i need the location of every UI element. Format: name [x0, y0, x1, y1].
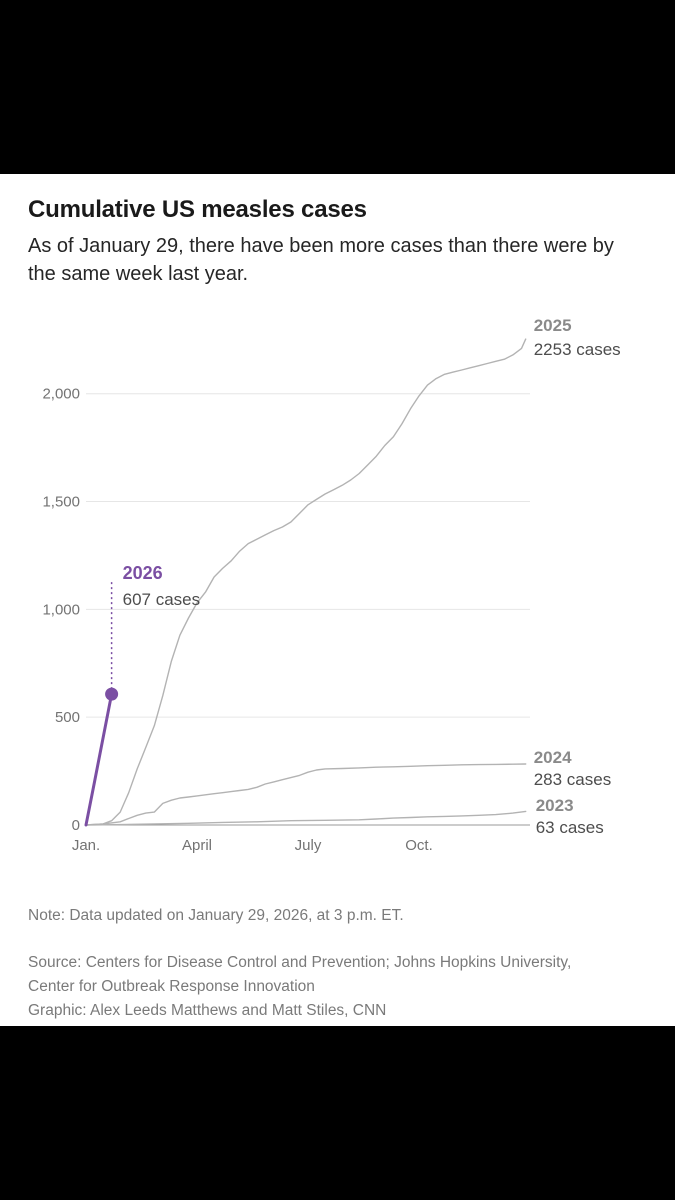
x-tick-label: April	[182, 837, 212, 854]
x-tick-label: Jan.	[72, 837, 100, 854]
series-cases-2024: 283 cases	[534, 770, 612, 789]
series-cases-2025: 2253 cases	[534, 340, 621, 359]
series-cases-2026: 607 cases	[123, 590, 201, 609]
endpoint-marker-2026	[105, 687, 119, 701]
y-tick-label: 500	[55, 709, 80, 726]
graphic-credit: Graphic: Alex Leeds Matthews and Matt St…	[28, 1002, 387, 1019]
series-line-2025	[85, 338, 527, 826]
chart-title: Cumulative US measles cases	[28, 196, 367, 223]
y-tick-label: 1,000	[42, 601, 80, 618]
series-line-2023	[85, 810, 527, 826]
x-tick-label: July	[295, 837, 322, 854]
x-tick-label: Oct.	[405, 837, 433, 854]
source-credits: Source: Centers for Disease Control and …	[28, 951, 658, 1023]
series-label-2023: 2023	[536, 796, 574, 815]
series-label-2026: 2026	[123, 563, 163, 583]
y-tick-label: 2,000	[42, 386, 80, 403]
source-line-1: Source: Centers for Disease Control and …	[28, 954, 572, 971]
y-tick-label: 1,500	[42, 494, 80, 511]
series-line-2026	[84, 692, 114, 827]
footnote: Note: Data updated on January 29, 2026, …	[28, 907, 404, 924]
y-tick-label: 0	[72, 817, 80, 834]
series-label-2025: 2025	[534, 316, 572, 335]
series-label-2024: 2024	[534, 748, 572, 767]
line-chart: 0 500 1,000 1,500 2,000 Jan. April July Oct. 2025…	[42, 316, 621, 854]
chart-subtitle: As of January 29, there have been more c…	[28, 235, 614, 285]
series-line-2024	[85, 763, 527, 826]
source-line-2: Center for Outbreak Response Innovation	[28, 978, 315, 995]
chart-card: Cumulative US measles cases As of Januar…	[0, 174, 675, 1026]
series-cases-2023: 63 cases	[536, 818, 604, 837]
